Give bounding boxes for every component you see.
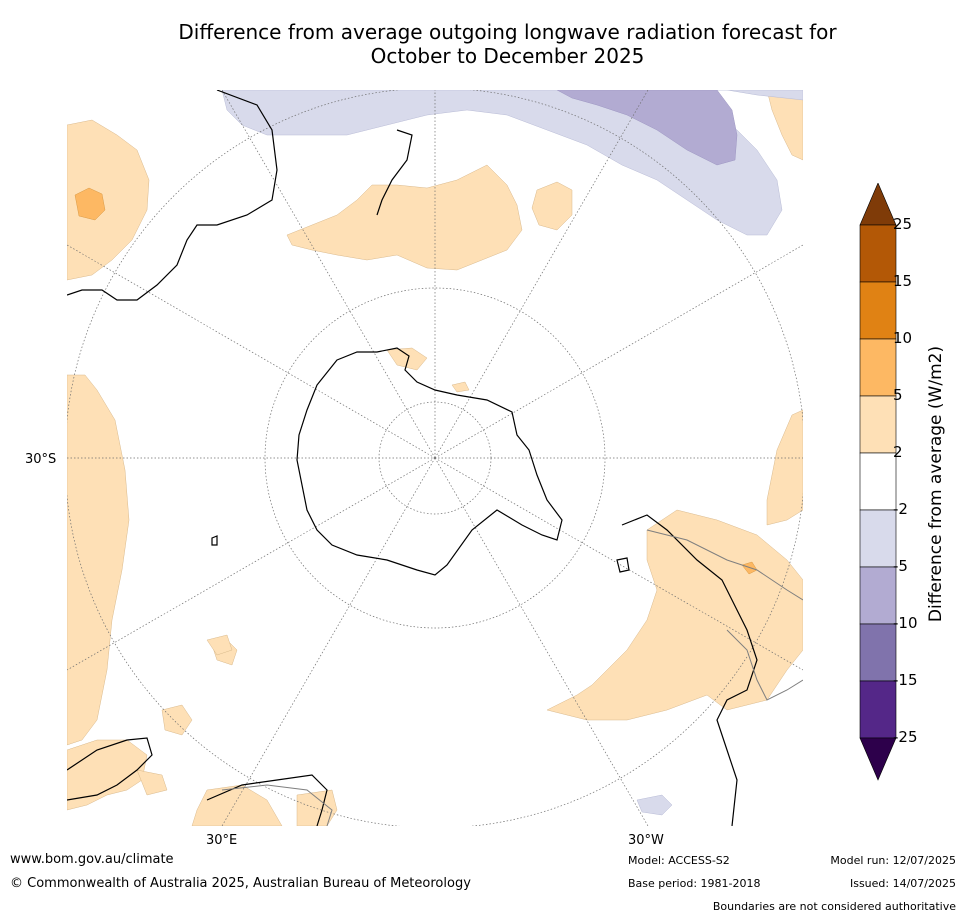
meridian-30w xyxy=(434,457,649,826)
colorbar-title-text: Difference from average (W/m2) xyxy=(926,345,946,623)
cbar-tick-5: 5 xyxy=(893,386,903,404)
coast-south-america xyxy=(621,514,758,826)
cbar-bin-neutral xyxy=(859,452,897,511)
chart-title: Difference from average outgoing longwav… xyxy=(0,20,965,68)
colorbar xyxy=(859,183,897,781)
cbar-arrow-bottom xyxy=(859,737,897,781)
cbar-bin-10-15 xyxy=(859,281,897,340)
region-small-1 xyxy=(206,634,233,656)
cbar-tick-25: 25 xyxy=(893,215,913,233)
region-small-2 xyxy=(136,769,168,796)
region-peninsula xyxy=(386,347,428,371)
title-line-1: Difference from average outgoing longwav… xyxy=(178,20,837,44)
meridian-150e xyxy=(221,90,436,459)
region-bottom-left-2 xyxy=(161,704,193,736)
footer-base-period: Base period: 1981-2018 xyxy=(628,877,761,890)
footer-website[interactable]: www.bom.gov.au/climate xyxy=(10,852,174,867)
meridian-60e xyxy=(67,457,436,671)
cbar-tick-m2: -2 xyxy=(893,500,908,518)
lat-circle-60 xyxy=(264,287,606,629)
cbar-tick-m15: -15 xyxy=(893,671,918,689)
footer-copyright: © Commonwealth of Australia 2025, Austra… xyxy=(10,876,471,891)
negative-anomaly-regions xyxy=(221,90,803,816)
coast-island-1 xyxy=(616,557,630,573)
region-top-right xyxy=(766,90,803,161)
graticule xyxy=(67,90,803,826)
cbar-tick-m10: -10 xyxy=(893,614,918,632)
region-peninsula-2 xyxy=(451,381,470,393)
region-south-america xyxy=(67,374,130,746)
cbar-bin-5-10 xyxy=(859,338,897,397)
coast-madagascar xyxy=(206,774,328,826)
coastlines xyxy=(67,90,758,826)
polar-map xyxy=(67,90,803,826)
label-30s: 30°S xyxy=(25,452,57,467)
map-svg xyxy=(67,90,803,826)
region-bottom-left-4 xyxy=(191,784,283,826)
boundary-sa-2 xyxy=(726,629,803,701)
meridian-150w xyxy=(434,90,649,459)
region-east-edge xyxy=(766,409,803,526)
coast-australia xyxy=(67,90,278,301)
cbar-tick-10: 10 xyxy=(893,329,913,347)
cbar-bin-m2-m5 xyxy=(859,509,897,568)
cbar-tick-15: 15 xyxy=(893,272,913,290)
label-30w: 30°W xyxy=(628,833,664,848)
cbar-arrow-top xyxy=(859,183,897,226)
meridian-30e xyxy=(221,457,436,826)
cbar-bin-2-5 xyxy=(859,395,897,454)
cbar-tick-m25: -25 xyxy=(893,728,918,746)
region-australia-belt xyxy=(286,164,523,271)
meridian-120e xyxy=(67,244,436,459)
boundary-africa xyxy=(221,784,333,826)
positive-anomaly-regions xyxy=(67,90,803,826)
region-southwest xyxy=(546,509,803,721)
region-bottom-left-5 xyxy=(296,789,338,826)
boundary-sa-1 xyxy=(646,529,803,601)
coast-island-2 xyxy=(211,535,218,546)
cbar-tick-2: 2 xyxy=(893,443,903,461)
footer-issued: Issued: 14/07/2025 xyxy=(849,877,956,890)
cbar-bin-m5-m10 xyxy=(859,566,897,625)
cbar-bin-m10-m15 xyxy=(859,623,897,682)
footer-disclaimer: Boundaries are not considered authoritat… xyxy=(712,900,956,913)
meridian-60w xyxy=(434,457,803,671)
footer-model: Model: ACCESS-S2 xyxy=(628,854,730,867)
admin-boundaries xyxy=(221,529,803,826)
region-bottom-left-1 xyxy=(67,739,148,811)
cbar-bin-15-25 xyxy=(859,224,897,283)
label-30e: 30°E xyxy=(206,833,238,848)
region-australia-small xyxy=(531,181,573,231)
cbar-tick-m5: -5 xyxy=(893,557,908,575)
region-africa-west xyxy=(67,119,150,281)
meridian-120w xyxy=(434,244,803,459)
title-line-2: October to December 2025 xyxy=(370,44,645,68)
coast-antarctica xyxy=(296,347,563,576)
region-medium-purple xyxy=(556,90,738,166)
cbar-bin-m15-m25 xyxy=(859,680,897,739)
hotspot-africa xyxy=(74,187,106,221)
coast-africa-south xyxy=(67,737,153,801)
coast-nz xyxy=(376,129,413,216)
footer-model-run: Model run: 12/07/2025 xyxy=(830,854,956,867)
region-small-purple xyxy=(636,794,673,816)
